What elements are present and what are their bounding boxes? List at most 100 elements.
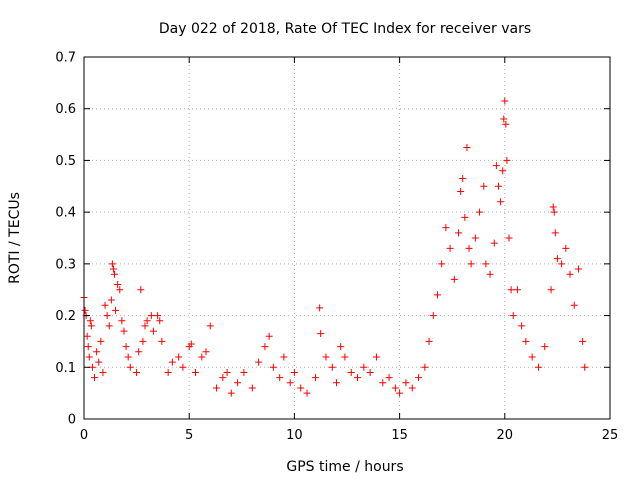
data-point: [105, 322, 113, 330]
data-point: [502, 120, 510, 128]
y-axis-ticks: 0 0.1 0.2 0.3 0.4 0.5 0.6 0.7: [55, 51, 610, 428]
x-tick-label: 20: [497, 428, 514, 443]
data-point: [337, 343, 345, 351]
data-point: [463, 144, 471, 151]
data-point: [553, 255, 561, 263]
data-point: [341, 353, 349, 361]
data-point: [83, 332, 91, 340]
data-point: [126, 363, 134, 371]
data-point: [93, 348, 101, 356]
x-axis-label: GPS time / hours: [286, 459, 403, 475]
data-point: [99, 368, 107, 376]
data-point: [507, 286, 515, 294]
data-point: [168, 358, 176, 366]
y-tick-label: 0.1: [55, 361, 76, 376]
data-point: [97, 337, 105, 345]
data-point: [297, 384, 305, 392]
grid-lines: [84, 57, 610, 419]
data-points: [80, 97, 589, 397]
data-point: [501, 97, 509, 105]
data-point: [528, 353, 536, 361]
data-point: [366, 368, 374, 376]
data-point: [492, 162, 500, 170]
data-point: [438, 260, 446, 268]
data-point: [95, 358, 103, 366]
data-point: [112, 306, 120, 314]
y-tick-label: 0.4: [55, 206, 76, 221]
data-point: [109, 265, 117, 273]
data-point: [385, 374, 393, 382]
data-point: [429, 312, 437, 320]
data-point: [143, 317, 151, 325]
data-point: [446, 244, 454, 252]
data-point: [457, 187, 465, 195]
y-tick-label: 0.5: [55, 154, 76, 169]
data-point: [202, 348, 210, 356]
y-tick-label: 0.7: [55, 51, 76, 66]
data-point: [522, 337, 530, 345]
data-point: [317, 330, 325, 338]
plot-frame: [83, 56, 611, 420]
data-point: [137, 286, 145, 294]
x-tick-label: 25: [602, 428, 619, 443]
data-point: [198, 353, 206, 361]
data-point: [480, 182, 488, 190]
data-point: [139, 337, 147, 345]
data-point: [497, 198, 505, 206]
data-point: [558, 260, 566, 268]
data-point: [147, 312, 155, 320]
data-point: [396, 389, 404, 397]
data-point: [408, 384, 416, 392]
data-point: [248, 384, 256, 392]
data-point: [328, 363, 336, 371]
data-point: [471, 234, 479, 242]
y-tick-label: 0.6: [55, 102, 76, 117]
data-point: [518, 322, 526, 330]
data-point: [286, 379, 294, 387]
data-point: [255, 358, 263, 366]
data-point: [513, 286, 521, 294]
data-point: [118, 317, 126, 325]
data-point: [158, 337, 166, 345]
data-point: [122, 343, 130, 351]
data-point: [311, 374, 319, 382]
data-point: [570, 301, 578, 309]
data-point: [135, 348, 143, 356]
data-point: [290, 368, 298, 376]
y-tick-label: 0.2: [55, 309, 76, 324]
data-point: [459, 175, 467, 183]
data-point: [269, 363, 277, 371]
data-point: [116, 286, 124, 294]
y-tick-label: 0.3: [55, 257, 76, 272]
data-point: [455, 229, 463, 237]
data-point: [156, 317, 164, 325]
y-tick-label: 0: [68, 413, 76, 428]
data-point: [175, 353, 183, 361]
data-point: [322, 353, 330, 361]
data-point: [579, 337, 587, 345]
data-point: [234, 379, 242, 387]
data-point: [81, 306, 89, 314]
data-point: [482, 260, 490, 268]
data-point: [433, 291, 441, 299]
data-point: [154, 312, 162, 320]
data-point: [261, 343, 269, 351]
data-point: [124, 353, 132, 361]
y-axis-label: ROTI / TECUs: [7, 192, 23, 284]
data-point: [461, 213, 469, 221]
data-point: [91, 374, 99, 382]
data-point: [164, 368, 172, 376]
data-point: [87, 322, 95, 330]
data-point: [360, 363, 368, 371]
data-point: [442, 224, 450, 232]
data-point: [187, 340, 195, 348]
data-point: [425, 337, 433, 345]
data-point: [303, 389, 311, 397]
data-point: [88, 363, 96, 371]
data-point: [490, 239, 498, 247]
data-point: [354, 374, 362, 382]
data-point: [276, 374, 284, 382]
data-point: [347, 368, 355, 376]
data-point: [534, 363, 542, 371]
